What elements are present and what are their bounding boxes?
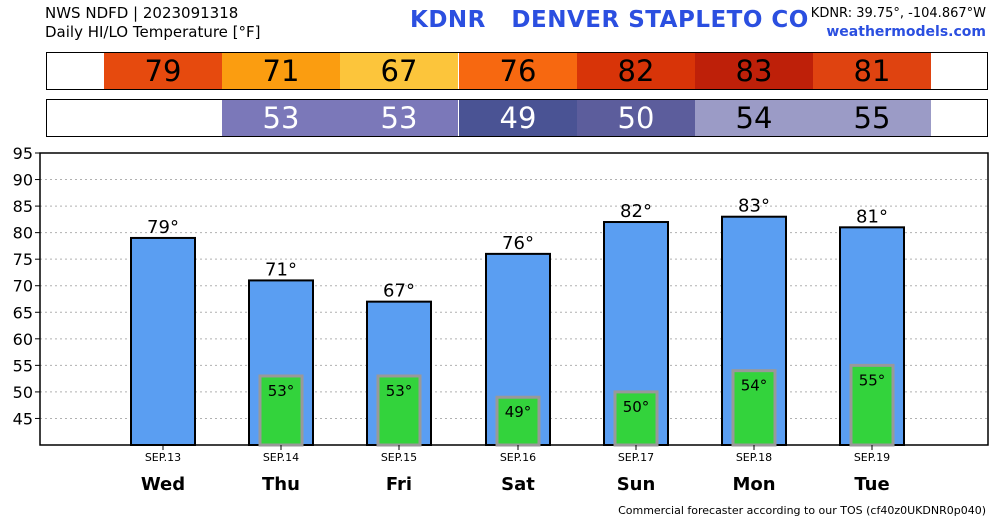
- high-temp-cell: 67: [340, 53, 458, 89]
- x-day-label: Mon: [732, 474, 775, 495]
- low-temp-bar: [613, 390, 659, 447]
- low-temp-bar: [258, 374, 304, 447]
- y-tick-label: 45: [13, 409, 33, 428]
- y-tick-label: 50: [13, 383, 33, 402]
- y-tick-label: 60: [13, 330, 33, 349]
- low-temp-label: 50°: [623, 398, 650, 416]
- high-temp-cell: 71: [222, 53, 340, 89]
- high-temp-strip: 79 71 67 76 82 83 81: [46, 52, 988, 90]
- site-link[interactable]: weathermodels.com: [826, 24, 986, 40]
- low-temp-cell: [104, 100, 222, 136]
- high-temp-cell: 76: [459, 53, 577, 89]
- low-temp-label: 53°: [268, 382, 295, 400]
- low-temp-label: 55°: [859, 371, 886, 389]
- x-day-label: Tue: [854, 474, 889, 495]
- x-day-label: Wed: [141, 474, 185, 495]
- low-temp-cell: 49: [459, 100, 577, 136]
- low-temp-label: 54°: [741, 377, 768, 395]
- low-temp-strip: 53 53 49 50 54 55: [46, 99, 988, 137]
- high-temp-cell: 79: [104, 53, 222, 89]
- x-date-label: SEP.13: [145, 451, 181, 464]
- high-temp-label: 79°: [147, 217, 179, 238]
- station-title: KDNR DENVER STAPLETO CO: [410, 7, 809, 33]
- low-temp-cell: 53: [340, 100, 458, 136]
- low-temp-bar: [376, 374, 422, 447]
- station-id: KDNR: [410, 7, 486, 33]
- low-temp-label: 49°: [505, 403, 532, 421]
- high-temp-cell: 83: [695, 53, 813, 89]
- x-date-label: SEP.16: [500, 451, 536, 464]
- footer-tos: Commercial forecaster according to our T…: [618, 504, 986, 517]
- x-date-label: SEP.14: [263, 451, 299, 464]
- header-info: NWS NDFD | 2023091318 Daily HI/LO Temper…: [45, 4, 261, 42]
- x-date-label: SEP.19: [854, 451, 890, 464]
- station-name: DENVER STAPLETO CO: [511, 7, 809, 33]
- high-temp-label: 76°: [502, 233, 534, 254]
- y-tick-label: 70: [13, 277, 33, 296]
- low-temp-cell: 53: [222, 100, 340, 136]
- low-temp-cell: 55: [813, 100, 931, 136]
- temperature-bar-chart: 45 50 55 60 65 70 75 80 85 90 95 79° SEP.13 Wed 71° 53°…: [13, 145, 989, 495]
- low-temp-cell: 54: [695, 100, 813, 136]
- high-temp-label: 81°: [856, 206, 888, 227]
- model-run-label: NWS NDFD | 2023091318: [45, 4, 239, 22]
- x-day-label: Fri: [386, 474, 412, 495]
- x-day-label: Sun: [617, 474, 656, 495]
- x-date-label: SEP.17: [618, 451, 654, 464]
- high-temp-label: 71°: [265, 259, 297, 280]
- high-temp-bar: [130, 236, 196, 447]
- x-date-label: SEP.15: [381, 451, 417, 464]
- x-day-label: Thu: [262, 474, 300, 495]
- y-tick-label: 75: [13, 250, 33, 269]
- y-tick-label: 65: [13, 303, 33, 322]
- variable-label: Daily HI/LO Temperature [°F]: [45, 23, 261, 41]
- high-temp-label: 67°: [383, 281, 415, 302]
- low-temp-bar: [849, 363, 895, 447]
- x-day-label: Sat: [501, 474, 535, 495]
- high-temp-cell: 82: [577, 53, 695, 89]
- low-temp-label: 53°: [386, 382, 413, 400]
- low-temp-cell: 50: [577, 100, 695, 136]
- y-tick-label: 55: [13, 356, 33, 375]
- high-temp-cell: 81: [813, 53, 931, 89]
- y-tick-label: 90: [13, 171, 33, 190]
- high-temp-label: 82°: [620, 201, 652, 222]
- high-temp-label: 83°: [738, 196, 770, 217]
- station-coords: KDNR: 39.75°, -104.867°W: [810, 6, 986, 21]
- header-meta: KDNR: 39.75°, -104.867°W weathermodels.c…: [811, 4, 986, 42]
- x-date-label: SEP.18: [736, 451, 772, 464]
- y-tick-label: 95: [13, 145, 33, 163]
- y-tick-label: 85: [13, 197, 33, 216]
- y-tick-label: 80: [13, 224, 33, 243]
